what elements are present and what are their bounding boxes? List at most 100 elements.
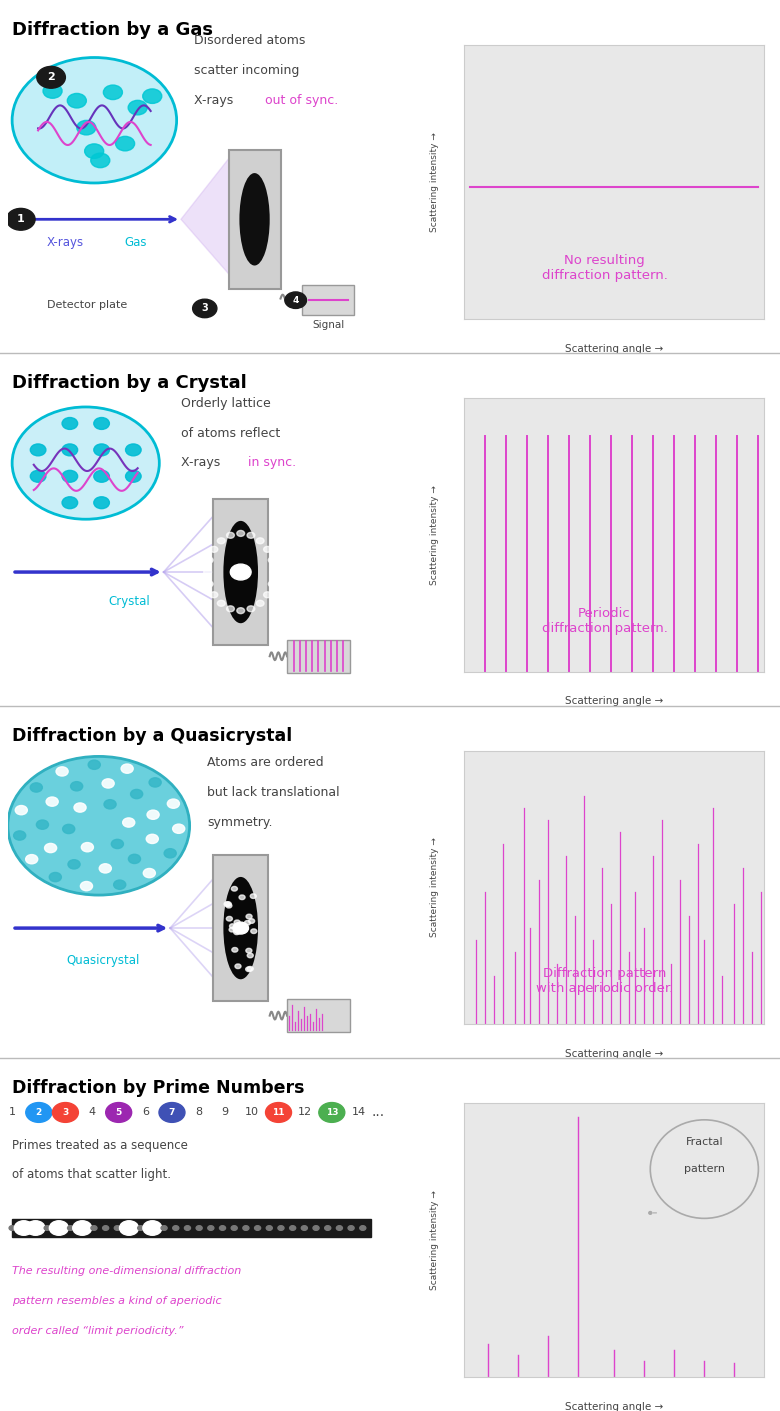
Text: X-rays: X-rays bbox=[181, 457, 224, 470]
Circle shape bbox=[76, 120, 96, 135]
Circle shape bbox=[146, 834, 158, 844]
Circle shape bbox=[73, 1221, 92, 1235]
FancyBboxPatch shape bbox=[302, 285, 354, 315]
Circle shape bbox=[301, 1226, 307, 1230]
Circle shape bbox=[164, 848, 176, 858]
Circle shape bbox=[159, 1102, 185, 1122]
Text: Diffraction by a Crystal: Diffraction by a Crystal bbox=[12, 374, 247, 392]
Circle shape bbox=[218, 600, 225, 607]
Circle shape bbox=[6, 209, 35, 230]
Circle shape bbox=[204, 569, 211, 576]
Circle shape bbox=[94, 444, 109, 456]
FancyBboxPatch shape bbox=[287, 639, 349, 673]
Circle shape bbox=[56, 766, 68, 776]
Circle shape bbox=[235, 964, 241, 968]
Circle shape bbox=[62, 824, 75, 834]
Text: The resulting one-dimensional diffraction: The resulting one-dimensional diffractio… bbox=[12, 1266, 241, 1276]
Circle shape bbox=[239, 895, 245, 900]
Text: 13: 13 bbox=[325, 1108, 338, 1118]
Text: Fractal: Fractal bbox=[686, 1137, 723, 1147]
Circle shape bbox=[126, 470, 141, 483]
Text: Scattering intensity →: Scattering intensity → bbox=[430, 133, 438, 231]
Text: Signal: Signal bbox=[312, 320, 344, 330]
Text: in sync.: in sync. bbox=[248, 457, 296, 470]
Circle shape bbox=[196, 1226, 202, 1230]
Circle shape bbox=[94, 470, 109, 483]
Circle shape bbox=[257, 600, 264, 607]
Circle shape bbox=[126, 444, 141, 456]
Text: Diffraction by a Quasicrystal: Diffraction by a Quasicrystal bbox=[12, 727, 292, 745]
Circle shape bbox=[99, 864, 112, 873]
Circle shape bbox=[230, 564, 251, 580]
Circle shape bbox=[62, 444, 78, 456]
Circle shape bbox=[9, 1226, 15, 1230]
Circle shape bbox=[130, 789, 143, 799]
Circle shape bbox=[289, 1226, 296, 1230]
Circle shape bbox=[233, 923, 249, 934]
Text: 4: 4 bbox=[88, 1108, 96, 1118]
Circle shape bbox=[237, 608, 245, 614]
Text: 5: 5 bbox=[115, 1108, 122, 1118]
Circle shape bbox=[161, 1226, 167, 1230]
Circle shape bbox=[264, 591, 271, 598]
Circle shape bbox=[231, 1226, 237, 1230]
Text: pattern: pattern bbox=[684, 1164, 725, 1174]
Circle shape bbox=[14, 1221, 34, 1235]
Circle shape bbox=[270, 569, 278, 576]
Circle shape bbox=[68, 859, 80, 869]
Text: Orderly lattice: Orderly lattice bbox=[181, 396, 271, 411]
Circle shape bbox=[121, 763, 133, 773]
Text: 2: 2 bbox=[36, 1108, 42, 1118]
Circle shape bbox=[30, 783, 42, 792]
Text: Gas: Gas bbox=[125, 236, 147, 248]
Circle shape bbox=[70, 782, 83, 792]
Text: 1: 1 bbox=[17, 214, 25, 224]
Circle shape bbox=[68, 1226, 73, 1230]
Circle shape bbox=[138, 1226, 144, 1230]
Text: Primes treated as a sequence: Primes treated as a sequence bbox=[12, 1139, 188, 1151]
Text: 12: 12 bbox=[298, 1108, 312, 1118]
Circle shape bbox=[336, 1226, 342, 1230]
Text: of atoms reflect: of atoms reflect bbox=[181, 426, 280, 440]
FancyBboxPatch shape bbox=[214, 499, 268, 645]
Circle shape bbox=[246, 948, 252, 952]
Text: Crystal: Crystal bbox=[108, 595, 150, 608]
Circle shape bbox=[232, 886, 237, 892]
Circle shape bbox=[43, 83, 62, 99]
Circle shape bbox=[80, 882, 93, 890]
Text: Detector plate: Detector plate bbox=[47, 301, 127, 310]
Circle shape bbox=[229, 927, 235, 933]
Text: 9: 9 bbox=[222, 1108, 229, 1118]
Circle shape bbox=[94, 418, 109, 429]
Circle shape bbox=[247, 605, 255, 612]
Circle shape bbox=[247, 954, 254, 958]
Circle shape bbox=[81, 842, 94, 852]
Circle shape bbox=[268, 581, 276, 587]
Circle shape bbox=[205, 557, 213, 563]
Text: 4: 4 bbox=[292, 296, 299, 305]
Circle shape bbox=[49, 1221, 69, 1235]
Circle shape bbox=[102, 779, 114, 789]
Circle shape bbox=[172, 824, 185, 834]
Circle shape bbox=[266, 1226, 272, 1230]
Circle shape bbox=[172, 1226, 179, 1230]
Circle shape bbox=[268, 557, 276, 563]
Text: 2: 2 bbox=[48, 72, 55, 82]
Circle shape bbox=[219, 1226, 225, 1230]
Circle shape bbox=[26, 1221, 45, 1235]
Circle shape bbox=[193, 299, 217, 317]
Circle shape bbox=[243, 1226, 249, 1230]
Circle shape bbox=[229, 924, 236, 928]
Circle shape bbox=[265, 1102, 292, 1122]
Circle shape bbox=[62, 470, 78, 483]
Circle shape bbox=[649, 1212, 652, 1215]
Ellipse shape bbox=[223, 521, 258, 624]
Polygon shape bbox=[181, 154, 233, 279]
Circle shape bbox=[147, 810, 159, 820]
Circle shape bbox=[205, 581, 213, 587]
Circle shape bbox=[88, 761, 101, 769]
Circle shape bbox=[37, 820, 48, 830]
Text: Quasicrystal: Quasicrystal bbox=[66, 954, 140, 968]
Circle shape bbox=[115, 1226, 120, 1230]
Circle shape bbox=[246, 967, 252, 972]
